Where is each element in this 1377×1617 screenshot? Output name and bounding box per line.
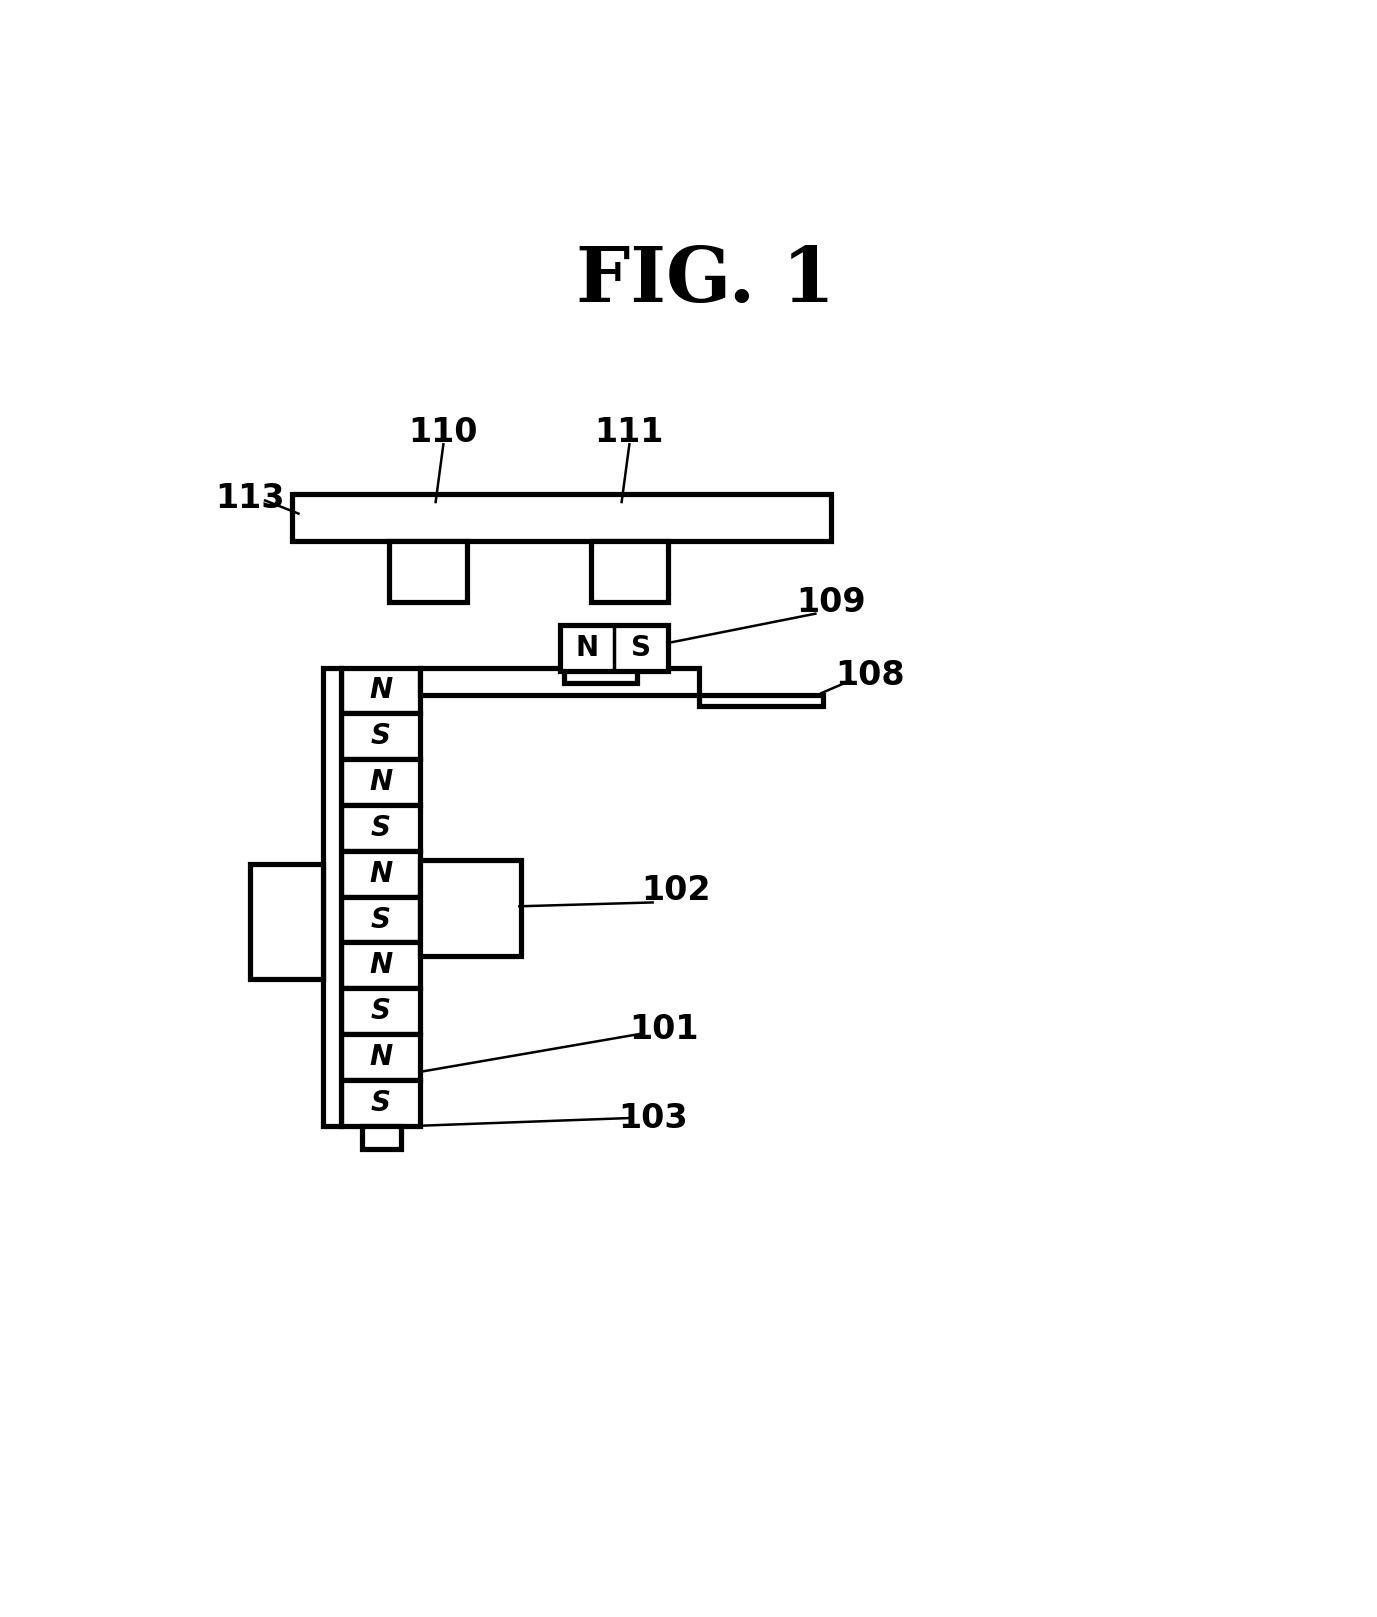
- Bar: [341, 988, 420, 1035]
- Text: 103: 103: [618, 1101, 687, 1135]
- Text: 110: 110: [409, 416, 478, 450]
- Text: S: S: [370, 906, 391, 933]
- Text: 109: 109: [796, 585, 866, 619]
- Text: N: N: [369, 1043, 392, 1070]
- Text: 108: 108: [834, 658, 905, 692]
- Bar: [341, 897, 420, 943]
- Text: N: N: [576, 634, 599, 663]
- Bar: [341, 1035, 420, 1080]
- Text: 101: 101: [629, 1012, 700, 1046]
- Bar: [420, 860, 521, 956]
- Text: N: N: [369, 951, 392, 980]
- Text: N: N: [369, 860, 392, 888]
- Text: N: N: [369, 768, 392, 796]
- Bar: [341, 851, 420, 897]
- Text: S: S: [370, 998, 391, 1025]
- Text: FIG. 1: FIG. 1: [576, 244, 836, 319]
- Bar: [341, 805, 420, 851]
- Bar: [591, 540, 668, 602]
- Text: N: N: [369, 676, 392, 705]
- Bar: [249, 863, 324, 980]
- Bar: [292, 495, 830, 540]
- Text: S: S: [370, 1088, 391, 1117]
- Bar: [341, 713, 420, 760]
- Bar: [559, 626, 668, 671]
- Polygon shape: [420, 668, 823, 707]
- Bar: [390, 540, 467, 602]
- Text: S: S: [370, 813, 391, 842]
- Text: 102: 102: [642, 875, 711, 907]
- Text: S: S: [631, 634, 651, 663]
- Text: 111: 111: [595, 416, 664, 450]
- Bar: [341, 943, 420, 988]
- Bar: [341, 668, 420, 713]
- Bar: [341, 760, 420, 805]
- Bar: [341, 1080, 420, 1125]
- Text: S: S: [370, 723, 391, 750]
- Bar: [362, 1125, 401, 1148]
- Text: 113: 113: [215, 482, 285, 514]
- Bar: [324, 668, 341, 1125]
